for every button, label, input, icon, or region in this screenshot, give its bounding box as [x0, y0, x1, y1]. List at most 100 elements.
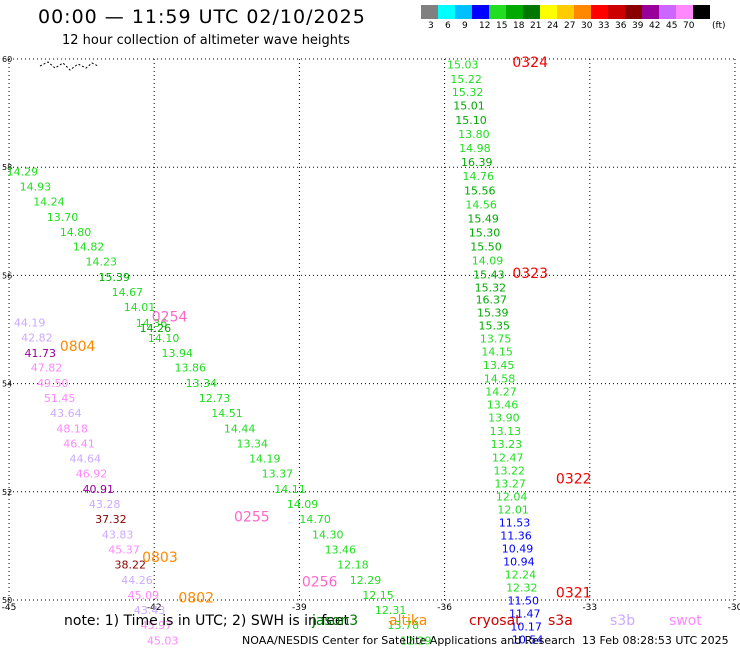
swh-value: 14.82	[73, 241, 105, 254]
pass-time-label: 0254	[152, 309, 188, 325]
satellite-key-cryosat: cryosat	[469, 613, 521, 629]
legend-swatch: 36	[608, 5, 626, 31]
swh-value: 14.76	[463, 170, 495, 183]
legend-swatch: 9	[455, 5, 472, 31]
pass-time-label: 0324	[512, 55, 548, 71]
swh-value: 10.54	[512, 633, 543, 646]
swh-value: 12.73	[199, 392, 231, 405]
legend-swatch: 24	[540, 5, 558, 31]
swh-value: 44.19	[14, 316, 46, 329]
swh-value: 13.22	[493, 464, 525, 477]
legend-label: 6	[445, 21, 451, 31]
swh-value: 43.43	[134, 604, 166, 617]
legend-swatch: 15	[489, 5, 507, 31]
chart-subtitle: 12 hour collection of altimeter wave hei…	[62, 33, 350, 48]
swh-value: 46.92	[76, 468, 108, 481]
legend-label: 9	[462, 21, 468, 31]
swh-value: 11.50	[508, 594, 540, 607]
satellite-key-altika: altika	[389, 613, 428, 629]
swh-value: 13.34	[186, 377, 218, 390]
legend-label: 15	[496, 21, 508, 31]
swh-value: 15.49	[467, 212, 499, 225]
legend-label: 3	[428, 21, 434, 31]
legend-swatch: 39	[625, 5, 643, 31]
swh-value: 14.70	[299, 513, 331, 526]
swh-value: 16.39	[461, 156, 493, 169]
swh-value: 13.46	[325, 543, 357, 556]
legend-swatch: 27	[557, 5, 575, 31]
swh-value: 13.90	[488, 411, 520, 424]
swh-value: 47.82	[31, 362, 62, 375]
swh-value: 15.03	[447, 59, 479, 72]
satellite-key-s3a: s3a	[548, 613, 573, 629]
swh-value: 13.37	[262, 468, 294, 481]
swh-value: 14.09	[472, 255, 504, 268]
satellite-key-swot: swot	[669, 613, 702, 629]
swh-value: 15.22	[450, 73, 482, 86]
color-legend: 3 6 9 12 15 18 21 24 27 30 33 36 39 42 45 70	[421, 5, 710, 31]
legend-swatch: 70	[676, 5, 694, 31]
swh-value: 14.29	[7, 165, 39, 178]
legend-label: 36	[615, 21, 627, 31]
swh-value: 12.24	[505, 568, 536, 581]
swh-value: 45.03	[147, 634, 179, 647]
legend-label: 27	[564, 21, 576, 31]
swh-value: 14.10	[148, 332, 180, 345]
swh-value: 12.18	[337, 559, 369, 572]
swh-value: 12.29	[400, 634, 432, 647]
swh-value: 13.34	[236, 437, 267, 450]
swh-value: 45.09	[128, 589, 160, 602]
x-tick-label: -42	[147, 603, 162, 613]
swh-value: 14.09	[287, 498, 319, 511]
swh-value: 14.44	[224, 422, 256, 435]
swh-value: 14.67	[112, 286, 144, 299]
legend-label: 24	[547, 21, 559, 31]
swh-value: 15.10	[455, 114, 487, 127]
legend-swatch: 42	[642, 5, 660, 31]
pass-time-label: 0803	[142, 550, 178, 566]
swh-value: 43.28	[89, 498, 121, 511]
credit-line: NOAA/NESDIS Center for Satellite Applica…	[242, 634, 576, 647]
swh-value: 43.64	[50, 407, 82, 420]
swh-value: 13.78	[387, 619, 419, 632]
coastline	[39, 61, 99, 71]
swh-value: 14.80	[60, 226, 92, 239]
y-tick-label: 58	[2, 163, 12, 172]
swh-value: 38.22	[115, 559, 146, 572]
swh-value: 15.01	[453, 99, 485, 112]
swh-value: 14.24	[33, 196, 64, 209]
legend-swatch	[693, 5, 710, 19]
swh-value: 15.50	[470, 241, 502, 254]
swh-value: 44.26	[121, 574, 152, 587]
legend-label: 18	[513, 21, 525, 31]
swh-value: 37.32	[95, 513, 127, 526]
swh-value: 10.49	[502, 542, 534, 555]
swh-value: 46.41	[63, 437, 95, 450]
legend-unit: (ft)	[712, 21, 726, 31]
chart-title: 00:00 — 11:59 UTC 02/10/2025	[38, 6, 366, 28]
swh-value: 14.30	[312, 528, 344, 541]
swh-value: 14.36	[136, 317, 168, 330]
swh-value: 40.91	[83, 483, 115, 496]
swh-value: 14.23	[85, 256, 117, 269]
legend-swatch: 12	[472, 5, 490, 31]
x-tick-label: -33	[582, 603, 597, 613]
swh-value: 14.26	[140, 322, 172, 335]
swh-value: 41.73	[24, 347, 55, 360]
swh-value: 13.23	[491, 438, 522, 451]
swh-value: 13.75	[480, 332, 512, 345]
swh-value: 45.97	[141, 619, 173, 632]
legend-label: 30	[581, 21, 593, 31]
legend-swatch: 3	[421, 5, 438, 31]
swh-value: 14.93	[20, 180, 52, 193]
swh-value: 13.94	[161, 347, 193, 360]
x-tick-label: -45	[2, 603, 17, 613]
swh-value: 45.37	[108, 543, 140, 556]
swh-value: 13.70	[47, 211, 79, 224]
legend-label: 42	[649, 21, 661, 31]
pass-time-label: 0322	[556, 472, 592, 488]
legend-swatch: 18	[506, 5, 524, 31]
swh-value: 14.27	[485, 386, 516, 399]
pass-time-label: 0323	[512, 266, 548, 282]
